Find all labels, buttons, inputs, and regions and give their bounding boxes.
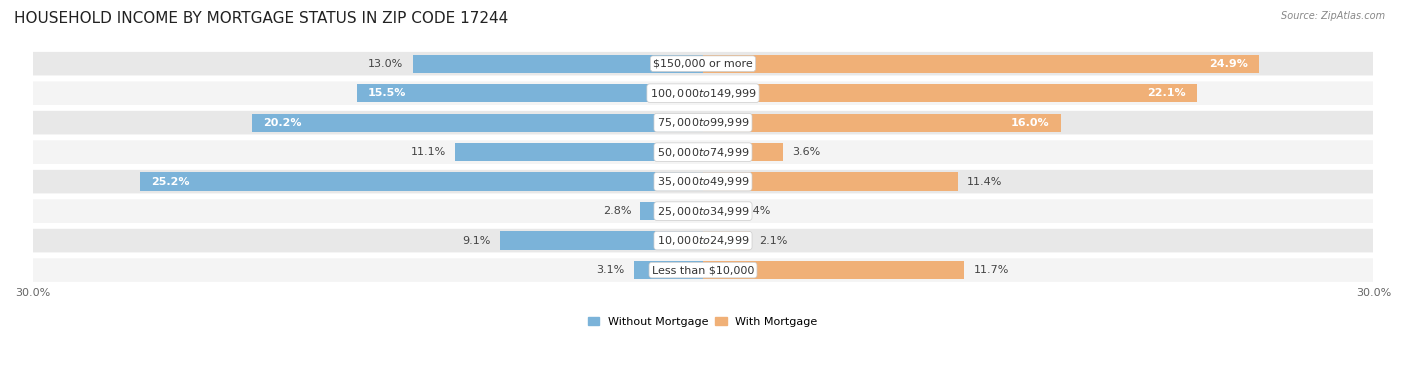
- Text: 11.4%: 11.4%: [967, 177, 1002, 187]
- Bar: [703, 113, 1060, 132]
- Text: 3.1%: 3.1%: [596, 265, 624, 275]
- Text: 24.9%: 24.9%: [1209, 59, 1249, 69]
- Bar: [703, 202, 734, 220]
- Text: 1.4%: 1.4%: [744, 206, 772, 216]
- Bar: [703, 173, 957, 191]
- Text: 15.5%: 15.5%: [368, 88, 406, 98]
- Text: $75,000 to $99,999: $75,000 to $99,999: [657, 116, 749, 129]
- Text: $150,000 or more: $150,000 or more: [654, 59, 752, 69]
- Text: 2.1%: 2.1%: [759, 236, 787, 245]
- Bar: [703, 84, 1197, 102]
- Text: 16.0%: 16.0%: [1011, 118, 1049, 128]
- Bar: [252, 113, 703, 132]
- Bar: [703, 143, 783, 161]
- Text: 9.1%: 9.1%: [463, 236, 491, 245]
- FancyBboxPatch shape: [32, 199, 1374, 223]
- Text: 25.2%: 25.2%: [150, 177, 190, 187]
- FancyBboxPatch shape: [32, 81, 1374, 105]
- Text: 20.2%: 20.2%: [263, 118, 301, 128]
- Text: $50,000 to $74,999: $50,000 to $74,999: [657, 146, 749, 159]
- Bar: [640, 202, 703, 220]
- Text: $100,000 to $149,999: $100,000 to $149,999: [650, 87, 756, 100]
- FancyBboxPatch shape: [32, 229, 1374, 253]
- Bar: [703, 261, 965, 279]
- Text: $10,000 to $24,999: $10,000 to $24,999: [657, 234, 749, 247]
- Text: Source: ZipAtlas.com: Source: ZipAtlas.com: [1281, 11, 1385, 21]
- Text: 22.1%: 22.1%: [1147, 88, 1185, 98]
- FancyBboxPatch shape: [32, 140, 1374, 164]
- Text: 2.8%: 2.8%: [603, 206, 631, 216]
- Text: $35,000 to $49,999: $35,000 to $49,999: [657, 175, 749, 188]
- Text: 3.6%: 3.6%: [793, 147, 821, 157]
- FancyBboxPatch shape: [32, 52, 1374, 75]
- Text: Less than $10,000: Less than $10,000: [652, 265, 754, 275]
- FancyBboxPatch shape: [32, 258, 1374, 282]
- Bar: [634, 261, 703, 279]
- Bar: [357, 84, 703, 102]
- Text: 13.0%: 13.0%: [368, 59, 404, 69]
- FancyBboxPatch shape: [32, 170, 1374, 193]
- Bar: [703, 231, 749, 250]
- Bar: [412, 55, 703, 73]
- Legend: Without Mortgage, With Mortgage: Without Mortgage, With Mortgage: [583, 312, 823, 331]
- Bar: [499, 231, 703, 250]
- Text: 11.7%: 11.7%: [973, 265, 1008, 275]
- Text: 11.1%: 11.1%: [411, 147, 446, 157]
- Text: $25,000 to $34,999: $25,000 to $34,999: [657, 205, 749, 218]
- Text: HOUSEHOLD INCOME BY MORTGAGE STATUS IN ZIP CODE 17244: HOUSEHOLD INCOME BY MORTGAGE STATUS IN Z…: [14, 11, 509, 26]
- Bar: [139, 173, 703, 191]
- FancyBboxPatch shape: [32, 111, 1374, 135]
- Bar: [703, 55, 1260, 73]
- Bar: [456, 143, 703, 161]
